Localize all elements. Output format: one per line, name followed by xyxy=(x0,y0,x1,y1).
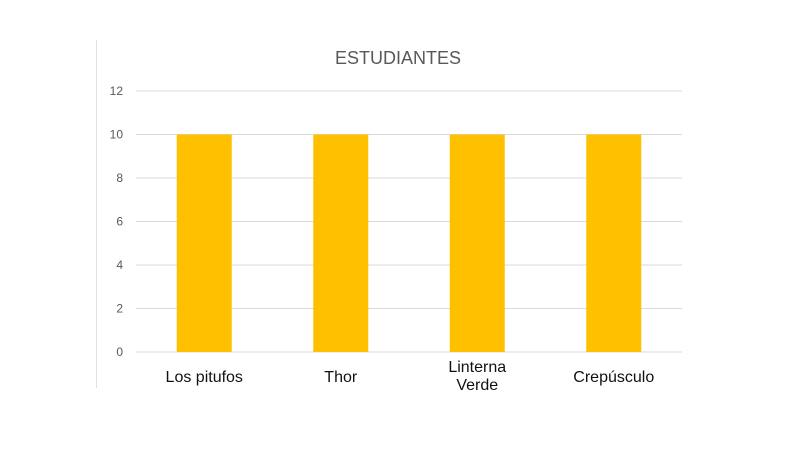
y-tick-label: 0 xyxy=(116,345,123,359)
bar-3 xyxy=(586,134,642,352)
bar-2 xyxy=(449,134,505,352)
bar-0 xyxy=(176,134,232,352)
x-axis-labels: Los pitufos Thor Linterna Verde Crepúsculo xyxy=(166,359,655,394)
frame-border-line xyxy=(96,40,97,388)
x-tick-label: Los pitufos xyxy=(166,369,243,386)
y-tick-label: 12 xyxy=(110,84,124,98)
bars xyxy=(176,134,642,352)
y-tick-label: 10 xyxy=(110,128,124,142)
y-tick-label: 6 xyxy=(116,215,123,229)
x-tick-label: Crepúsculo xyxy=(573,369,654,386)
chart-title: ESTUDIANTES xyxy=(335,48,461,68)
bar-1 xyxy=(313,134,369,352)
y-tick-label: 2 xyxy=(116,302,123,316)
y-tick-label: 8 xyxy=(116,171,123,185)
x-tick-label: Linterna Verde xyxy=(448,359,506,394)
y-axis-ticks: 0 2 4 6 8 10 12 xyxy=(110,84,124,359)
x-tick-label: Thor xyxy=(324,369,358,386)
y-tick-label: 4 xyxy=(116,258,123,272)
